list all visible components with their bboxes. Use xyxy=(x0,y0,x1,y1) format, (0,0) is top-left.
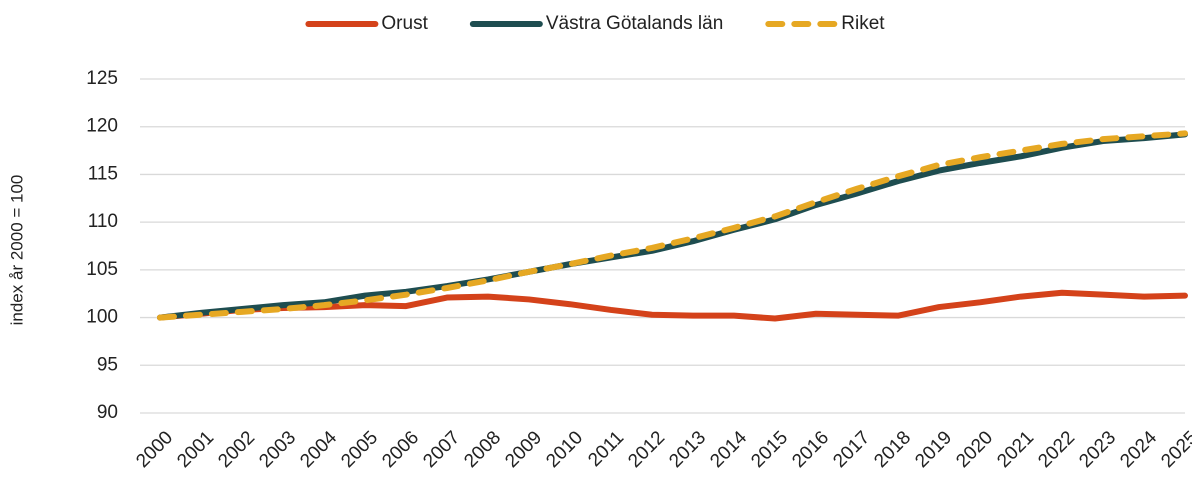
x-tick-label: 2024 xyxy=(1116,427,1161,472)
y-tick-label: 125 xyxy=(86,68,118,89)
legend-label: Riket xyxy=(841,13,885,34)
x-tick-label: 2017 xyxy=(829,427,874,472)
x-tick-label: 2023 xyxy=(1075,427,1120,472)
y-tick-label: 95 xyxy=(97,354,118,375)
x-tick-label: 2018 xyxy=(870,427,915,472)
x-tick-label: 2009 xyxy=(501,427,546,472)
y-tick-label: 100 xyxy=(86,307,118,328)
x-tick-label: 2004 xyxy=(296,427,341,472)
x-tick-label: 2022 xyxy=(1034,427,1079,472)
x-tick-label: 2010 xyxy=(542,427,587,472)
y-axis-label: index år 2000 = 100 xyxy=(7,175,26,326)
y-tick-label: 90 xyxy=(97,402,118,423)
legend-label: Västra Götalands län xyxy=(546,13,723,34)
series-line xyxy=(157,130,1188,321)
x-tick-label: 2025 xyxy=(1157,427,1192,472)
x-tick-label: 2013 xyxy=(665,427,710,472)
y-tick-label: 120 xyxy=(86,116,118,137)
y-tick-label: 110 xyxy=(88,211,118,232)
x-tick-label: 2005 xyxy=(337,427,382,472)
y-tick-label: 105 xyxy=(86,259,118,280)
x-tick-label: 2012 xyxy=(624,427,669,472)
x-tick-label: 2008 xyxy=(460,427,505,472)
x-tick-label: 2019 xyxy=(911,427,956,472)
legend-label: Orust xyxy=(381,13,428,34)
x-tick-label: 2011 xyxy=(584,427,628,471)
x-tick-label: 2006 xyxy=(378,427,423,472)
x-tick-label: 2020 xyxy=(952,427,997,472)
x-tick-label: 2014 xyxy=(706,427,751,472)
x-tick-label: 2015 xyxy=(747,427,792,472)
x-tick-label: 2016 xyxy=(788,427,833,472)
x-tick-label: 2001 xyxy=(173,427,218,472)
series-line xyxy=(157,131,1188,321)
x-tick-label: 2021 xyxy=(993,427,1038,472)
x-tick-label: 2002 xyxy=(214,427,259,472)
x-tick-label: 2007 xyxy=(419,427,464,472)
y-tick-label: 115 xyxy=(88,163,118,184)
x-tick-label: 2003 xyxy=(255,427,300,472)
x-tick-label: 2000 xyxy=(132,427,177,472)
